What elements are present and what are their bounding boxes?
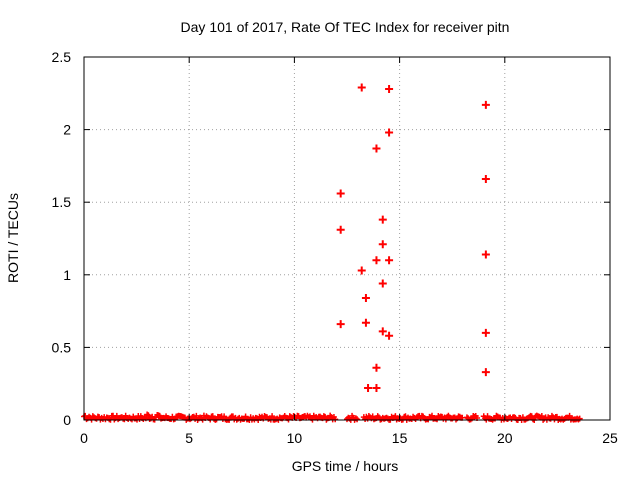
x-tick-label: 20 <box>497 430 513 446</box>
data-point <box>361 294 370 303</box>
data-point <box>481 174 490 183</box>
data-point <box>336 225 345 234</box>
baseline-marker <box>145 412 152 419</box>
data-point <box>378 240 387 249</box>
data-point <box>385 331 394 340</box>
data-point <box>361 318 370 327</box>
y-tick-label: 2 <box>63 122 71 138</box>
data-point <box>372 256 381 265</box>
data-point <box>364 384 373 393</box>
data-point <box>385 256 394 265</box>
data-point <box>385 84 394 93</box>
baseline-marker <box>269 413 276 420</box>
axis-ticks <box>83 56 611 421</box>
x-tick-label: 5 <box>185 430 193 446</box>
data-point <box>378 327 387 336</box>
data-point <box>357 83 366 92</box>
x-tick-label: 25 <box>602 430 618 446</box>
chart-title: Day 101 of 2017, Rate Of TEC Index for r… <box>181 19 510 35</box>
data-point <box>481 368 490 377</box>
plot-frame <box>83 56 611 421</box>
data-point <box>481 100 490 109</box>
data-point <box>372 384 381 393</box>
y-tick-labels: 0 0.5 1 1.5 2 2.5 <box>52 49 72 428</box>
baseline-marker <box>354 416 361 423</box>
x-tick-label: 15 <box>392 430 408 446</box>
y-tick-label: 1.5 <box>52 194 72 210</box>
baseline-marker <box>576 415 583 422</box>
x-tick-label: 10 <box>287 430 303 446</box>
data-point <box>336 320 345 329</box>
data-point <box>385 128 394 137</box>
data-point <box>378 279 387 288</box>
y-tick-label: 0.5 <box>52 339 72 355</box>
y-tick-label: 0 <box>63 412 71 428</box>
grid-lines <box>84 57 610 420</box>
data-point <box>336 189 345 198</box>
y-axis-label: ROTI / TECUs <box>5 193 21 283</box>
data-points <box>336 83 490 393</box>
data-point <box>481 250 490 259</box>
data-point <box>481 328 490 337</box>
x-tick-label: 0 <box>80 430 88 446</box>
y-tick-label: 2.5 <box>52 49 72 65</box>
data-point <box>372 144 381 153</box>
x-tick-labels: 0 5 10 15 20 25 <box>80 430 618 446</box>
data-point <box>378 215 387 224</box>
x-axis-label: GPS time / hours <box>292 458 399 474</box>
baseline-marker <box>332 416 339 423</box>
data-point <box>357 266 366 275</box>
baseline-noise-band <box>81 411 583 423</box>
y-tick-label: 1 <box>63 267 71 283</box>
data-point <box>372 363 381 372</box>
